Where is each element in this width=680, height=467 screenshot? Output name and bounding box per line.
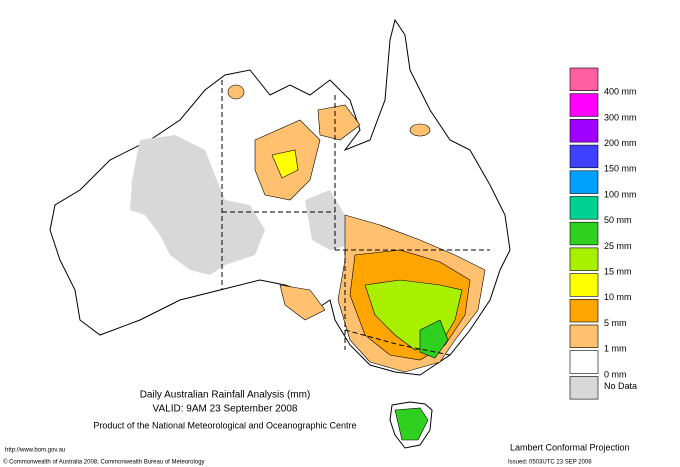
no-data-blob — [305, 190, 350, 250]
rain-25mm — [419, 319, 449, 359]
legend-label: 200 mm — [604, 138, 637, 148]
legend-label: 400 mm — [604, 87, 637, 97]
legend-swatch — [569, 144, 599, 169]
rain-spot — [227, 84, 245, 100]
no-data-blob — [130, 135, 265, 275]
rain-west — [279, 284, 326, 321]
legend-swatch — [569, 298, 599, 323]
rainfall-areas — [227, 84, 486, 441]
legend-swatch — [569, 350, 599, 374]
map-title: Daily Australian Rainfall Analysis (mm) — [140, 390, 311, 401]
legend-swatch — [569, 273, 599, 297]
product-note: Product of the National Meteorological a… — [93, 420, 356, 430]
legend-label: 50 mm — [604, 215, 632, 225]
legend-swatch — [569, 67, 599, 92]
legend-swatch — [569, 376, 599, 400]
legend-label: 300 mm — [604, 112, 637, 122]
legend-label: 150 mm — [604, 164, 637, 174]
legend-label: 0 mm — [604, 369, 627, 379]
legend-swatch — [569, 196, 599, 220]
no-data-area — [130, 135, 350, 275]
legend-swatch — [569, 170, 599, 194]
valid-time: VALID: 9AM 23 September 2008 — [153, 404, 298, 415]
legend-swatch — [569, 93, 599, 117]
legend-label: 10 mm — [604, 292, 632, 302]
issued: Issued: 0503UTC 23 SEP 2008 — [508, 460, 592, 466]
legend-swatch — [569, 221, 599, 246]
legend-swatch — [569, 119, 599, 143]
rain-spot — [409, 123, 431, 137]
legend-label: 1 mm — [604, 344, 627, 354]
copyright: © Commonwealth of Australia 2008, Common… — [3, 459, 205, 466]
rain-tas — [394, 407, 429, 441]
legend-label: 15 mm — [604, 266, 632, 276]
border — [344, 329, 451, 356]
state-borders — [221, 80, 490, 356]
legend: 400 mm 300 mm 200 mm 150 mm 100 mm 50 mm 25 mm… — [569, 67, 637, 400]
legend-swatch — [569, 324, 599, 349]
rain-north2 — [317, 104, 361, 141]
rain-north-10 — [271, 149, 299, 179]
legend-swatch — [569, 247, 599, 271]
legend-label: No Data — [604, 381, 637, 391]
land — [49, 18, 511, 449]
projection: Lambert Conformal Projection — [510, 442, 630, 452]
legend-label: 100 mm — [604, 189, 637, 199]
url: http://www.bom.gov.au — [5, 448, 65, 454]
legend-label: 25 mm — [604, 241, 632, 251]
legend-label: 5 mm — [604, 318, 627, 328]
